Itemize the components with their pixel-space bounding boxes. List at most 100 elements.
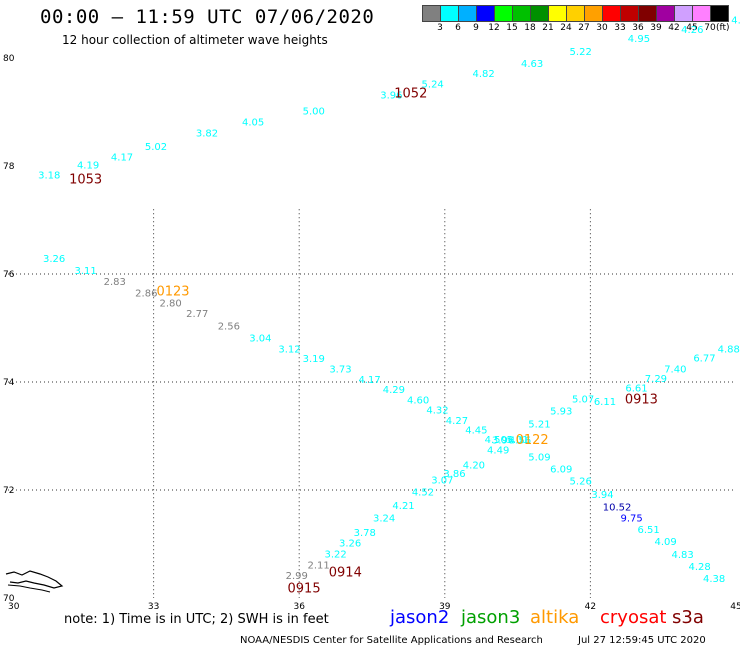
scale-label: 45 bbox=[686, 23, 698, 33]
wave-height-value: 4.29 bbox=[383, 385, 405, 396]
wave-height-value: 3.73 bbox=[329, 364, 351, 375]
wave-height-value: 6.61 bbox=[625, 384, 647, 395]
wave-height-value: 6.09 bbox=[550, 465, 572, 476]
wave-height-value: 5.22 bbox=[570, 47, 592, 58]
page-title: 00:00 – 11:59 UTC 07/06/2020 bbox=[40, 6, 375, 28]
pass-time-label: 0913 bbox=[625, 393, 658, 408]
wave-height-value: 3.18 bbox=[38, 170, 60, 181]
scale-label: 9 bbox=[473, 23, 479, 33]
scale-label: 15 bbox=[506, 23, 518, 33]
x-tick-label: 45 bbox=[730, 602, 740, 612]
wave-height-value: 4.82 bbox=[472, 69, 494, 80]
wave-height-value: 4.32 bbox=[426, 405, 448, 416]
scale-label: 24 bbox=[560, 23, 572, 33]
y-tick-label: 78 bbox=[3, 162, 15, 172]
wave-height-value: 3.04 bbox=[249, 334, 271, 345]
wave-height-value: 4.26 bbox=[681, 25, 703, 36]
wave-height-value: 3.96 bbox=[492, 436, 514, 447]
pass-time-label: 0123 bbox=[156, 285, 189, 300]
wave-height-value: 4.28 bbox=[688, 562, 710, 573]
wave-height-value: 2.77 bbox=[186, 309, 208, 320]
wave-height-value: 3.19 bbox=[303, 354, 325, 365]
coastline bbox=[7, 584, 51, 593]
scale-label: 12 bbox=[488, 23, 500, 33]
wave-height-value: 4.09 bbox=[654, 537, 676, 548]
page-subtitle: 12 hour collection of altimeter wave hei… bbox=[62, 33, 328, 47]
scale-label: 33 bbox=[614, 23, 626, 33]
wave-height-value: 9.75 bbox=[621, 513, 643, 524]
wave-height-value: 5.93 bbox=[550, 406, 572, 417]
scale-label: 70 bbox=[704, 23, 716, 33]
wave-height-value: 4.52 bbox=[412, 487, 434, 498]
wave-height-value: 4.49 bbox=[487, 445, 509, 456]
y-tick-label: 76 bbox=[3, 270, 15, 280]
wave-height-value: 4.45 bbox=[465, 425, 487, 436]
x-tick-label: 30 bbox=[8, 602, 20, 612]
wave-height-value: 6.11 bbox=[594, 397, 616, 408]
scale-unit: (ft) bbox=[716, 23, 730, 33]
y-tick-label: 80 bbox=[3, 54, 15, 64]
wave-height-value: 3.26 bbox=[339, 539, 361, 550]
wave-height-value: 4.88 bbox=[718, 344, 740, 355]
wave-height-value: 4.38 bbox=[703, 574, 725, 585]
pass-time-label: 0122 bbox=[516, 433, 549, 448]
wave-height-value: 10.52 bbox=[603, 503, 632, 514]
wave-height-value: 4.21 bbox=[392, 501, 414, 512]
scale-label: 3 bbox=[437, 23, 443, 33]
wave-height-value: 2.99 bbox=[286, 571, 308, 582]
wave-height-value: 2.86 bbox=[135, 289, 157, 300]
scale-label: 27 bbox=[578, 23, 590, 33]
wave-height-value: 4.05 bbox=[242, 118, 264, 129]
wave-height-value: 4.17 bbox=[358, 375, 380, 386]
wave-height-value: 4.56 bbox=[509, 436, 531, 447]
wave-height-value: 2.11 bbox=[307, 560, 329, 571]
wave-height-value: 5.21 bbox=[528, 419, 550, 430]
scale-label: 42 bbox=[668, 23, 680, 33]
scale-label: 39 bbox=[650, 23, 662, 33]
wave-height-value: 3.24 bbox=[373, 513, 395, 524]
scale-label: 6 bbox=[455, 23, 461, 33]
wave-height-value: 7.40 bbox=[664, 364, 686, 375]
satellite-jason2: jason2 bbox=[390, 607, 450, 628]
wave-height-value: 4.95 bbox=[628, 34, 650, 45]
wave-height-value: 5.00 bbox=[303, 107, 325, 118]
wave-height-value: 4.60 bbox=[407, 396, 429, 407]
wave-height-value: 3.26 bbox=[43, 254, 65, 265]
y-tick-label: 72 bbox=[3, 486, 14, 496]
wave-height-value: 3.82 bbox=[196, 128, 218, 139]
footer-source: NOAA/NESDIS Center for Satellite Applica… bbox=[240, 635, 543, 646]
note-text: note: 1) Time is in UTC; 2) SWH is in fe… bbox=[64, 612, 329, 627]
wave-height-value: 3.07 bbox=[431, 476, 453, 487]
wave-height-value: 2.83 bbox=[104, 277, 126, 288]
pass-time-label: 1053 bbox=[69, 172, 102, 187]
x-tick-label: 42 bbox=[585, 602, 596, 612]
footer-timestamp: Jul 27 12:59:45 UTC 2020 bbox=[578, 635, 706, 646]
y-tick-label: 70 bbox=[3, 594, 15, 604]
wave-height-value: 4.50 bbox=[485, 435, 507, 446]
scale-label: 21 bbox=[542, 23, 554, 33]
satellite-cryosat: cryosat bbox=[600, 607, 667, 628]
wave-height-value: 5.26 bbox=[570, 477, 592, 488]
wave-height-value: 5.09 bbox=[528, 452, 550, 463]
wave-height-value: 4. bbox=[731, 15, 740, 26]
wave-height-value: 3.11 bbox=[75, 266, 97, 277]
wave-height-value: 5.24 bbox=[422, 80, 444, 91]
wave-height-value: 2.80 bbox=[159, 298, 181, 309]
x-tick-label: 39 bbox=[439, 602, 451, 612]
scale-label: 36 bbox=[632, 23, 644, 33]
wave-height-value: 6.77 bbox=[693, 353, 715, 364]
pass-time-label: 0915 bbox=[288, 582, 321, 597]
wave-height-value: 3.96 bbox=[380, 91, 402, 102]
pass-time-label: 1052 bbox=[394, 86, 427, 101]
satellite-altika: altika bbox=[530, 607, 580, 628]
scale-swatch bbox=[710, 5, 729, 22]
x-tick-label: 36 bbox=[293, 602, 305, 612]
wave-height-value: 3.86 bbox=[443, 469, 465, 480]
wave-height-value: 2.56 bbox=[218, 322, 240, 333]
wave-height-value: 5.02 bbox=[145, 142, 167, 153]
wave-height-value: 5.07 bbox=[572, 395, 594, 406]
wave-height-value: 4.83 bbox=[671, 550, 693, 561]
wave-height-value: 7.29 bbox=[645, 374, 667, 385]
wave-height-value: 4.17 bbox=[111, 153, 133, 164]
